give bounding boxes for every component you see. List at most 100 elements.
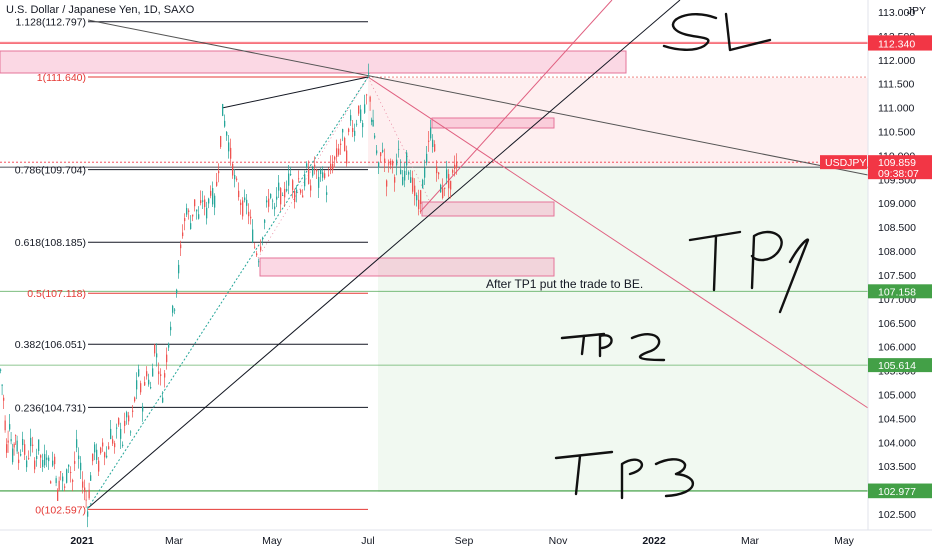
candle-body (228, 142, 230, 152)
candle-body (226, 131, 228, 136)
candle-body (384, 158, 386, 163)
fib-label: 1.128(112.797) (16, 17, 86, 29)
candle-body (444, 187, 446, 190)
candle-body (254, 246, 256, 248)
candle-body (12, 448, 14, 463)
candle-body (422, 179, 424, 189)
candle-body (360, 109, 362, 121)
candle-body (342, 129, 344, 133)
price-tag (868, 284, 932, 299)
candle-body (386, 180, 388, 187)
candle-body (348, 128, 350, 133)
candle-body (108, 446, 110, 450)
time-tick: 2022 (642, 535, 666, 547)
candle-body (248, 211, 250, 217)
candle-body (314, 164, 316, 167)
candle-body (212, 188, 214, 205)
candle-body (326, 192, 328, 195)
fib-label: 0(102.597) (35, 504, 86, 516)
candle-body (344, 137, 346, 152)
candle-body (22, 438, 24, 446)
candle-body (260, 246, 262, 251)
candle-body (330, 163, 332, 170)
projection-line-down (367, 76, 869, 409)
candle-body (424, 167, 426, 178)
candle-body (316, 169, 318, 172)
price-tag-text: 105.614 (878, 360, 916, 372)
candle-body (264, 219, 266, 223)
candle-body (288, 173, 290, 186)
candle-body (57, 490, 59, 501)
candle-body (438, 172, 440, 175)
hand-tp2 (560, 332, 666, 362)
candle-body (396, 159, 398, 166)
candle-body (416, 195, 418, 201)
trade-zones (0, 50, 868, 492)
candle-body (382, 149, 384, 152)
candle-body (10, 439, 12, 442)
candle-body (369, 96, 371, 102)
candle-body (262, 237, 264, 240)
candle-body (410, 177, 412, 183)
candle-body (176, 289, 178, 294)
fib-label: 0.236(104.731) (15, 402, 86, 414)
candle-body (78, 455, 80, 460)
candle-body (62, 476, 64, 482)
candle-body (87, 511, 89, 517)
price-candles (0, 63, 458, 528)
time-tick: 2021 (70, 535, 94, 547)
candle-body (200, 200, 202, 204)
candle-body (44, 454, 46, 466)
candle-body (450, 180, 452, 190)
candle-body (85, 499, 87, 501)
candle-body (30, 437, 32, 447)
price-tick: 108.000 (878, 246, 916, 258)
horizontal-levels (0, 41, 868, 492)
candle-body (198, 214, 200, 219)
candle-body (286, 188, 288, 191)
candle-body (434, 144, 436, 152)
time-axis[interactable]: 2021 Mar May Jul Sep Nov 2022 Mar May (0, 529, 932, 550)
candle-body (146, 371, 148, 377)
candle-body (214, 195, 216, 208)
candle-body (354, 130, 356, 136)
candle-body (346, 150, 348, 164)
candle-body (150, 387, 152, 389)
candle-body (184, 218, 186, 222)
price-tick: 109.000 (878, 198, 916, 210)
candle-body (442, 188, 444, 198)
candle-body (84, 487, 86, 492)
price-tick: 105.000 (878, 389, 916, 401)
candle-body (36, 456, 38, 460)
chart-title: U.S. Dollar / Japanese Yen, 1D, SAXO (6, 4, 195, 16)
price-tick: 111.500 (878, 79, 915, 91)
candle-body (276, 196, 278, 200)
price-axis[interactable]: JPY113.000112.500112.000111.500111.00011… (867, 0, 932, 550)
candle-body (72, 480, 74, 482)
candle-body (324, 173, 326, 179)
candle-body (298, 178, 300, 180)
candle-body (126, 412, 128, 418)
candle-body (156, 353, 158, 358)
price-tick: 103.500 (878, 461, 916, 473)
candle-body (452, 170, 454, 173)
candle-body (54, 456, 56, 465)
candle-body (166, 354, 168, 363)
time-tick: Mar (165, 535, 184, 547)
candle-body (3, 397, 5, 401)
candle-body (52, 460, 54, 466)
trend-lines (87, 0, 869, 509)
candle-body (258, 261, 260, 263)
candle-body (94, 444, 96, 453)
candle-body (124, 420, 126, 426)
candle-body (132, 410, 134, 412)
fib-anchor-line (87, 76, 369, 509)
price-tick: 113.000 (878, 7, 915, 19)
candle-body (448, 173, 450, 189)
hand-tp1 (688, 230, 810, 314)
candle-body (92, 453, 94, 462)
candle-body (362, 122, 364, 128)
candle-body (408, 172, 410, 175)
candle-body (80, 462, 82, 471)
